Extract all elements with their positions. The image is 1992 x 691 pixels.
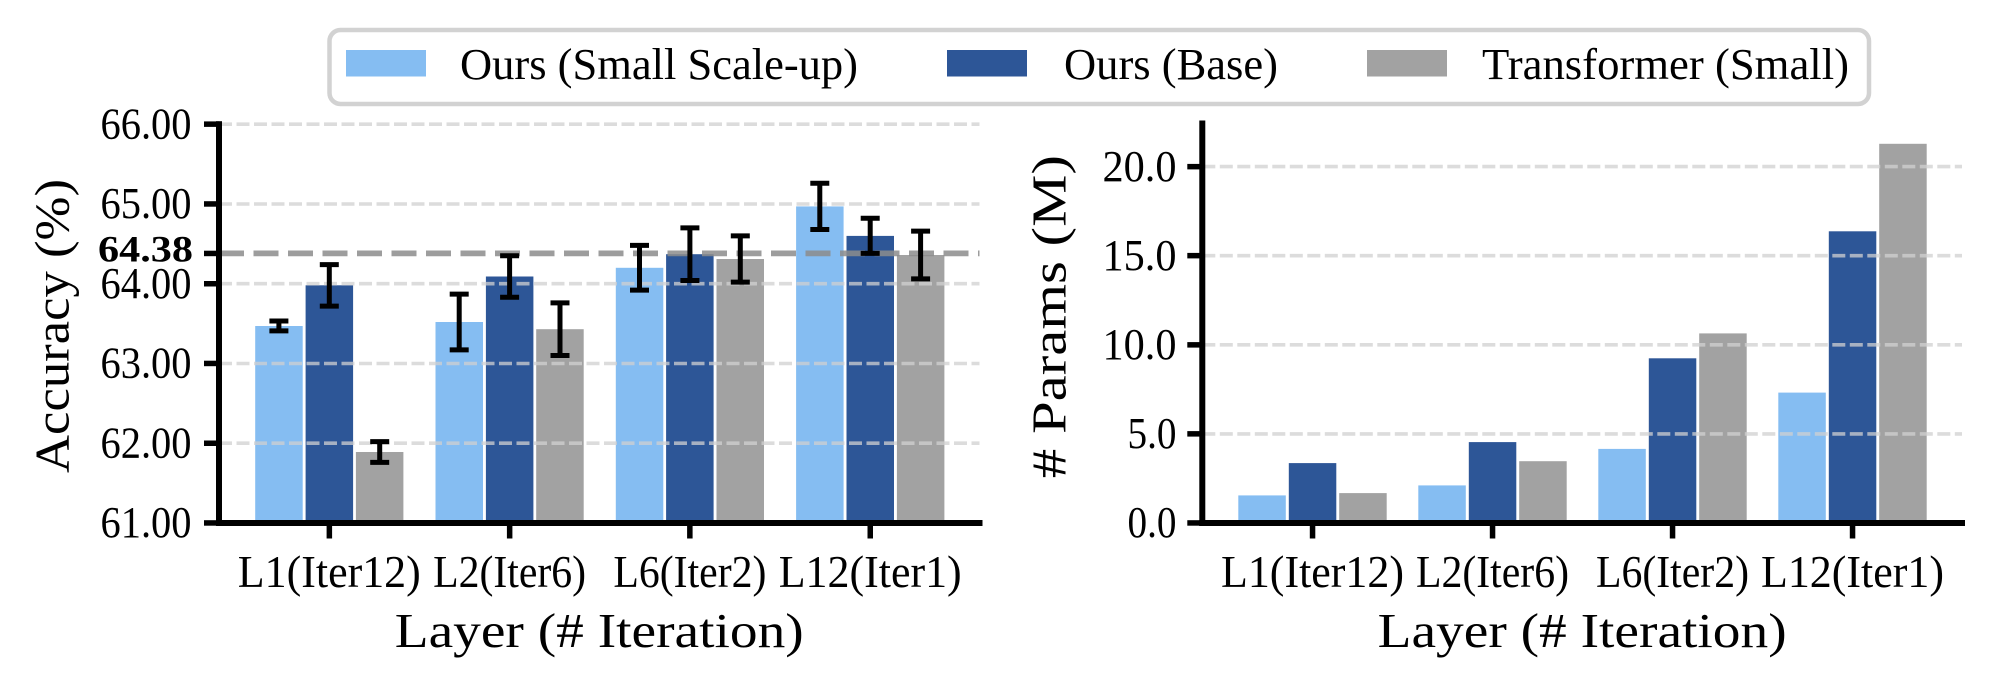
svg-text:10.0: 10.0 [1103,320,1177,369]
svg-text:Transformer (Small): Transformer (Small) [1482,40,1849,89]
svg-text:L12(Iter1): L12(Iter1) [779,546,962,597]
svg-text:# Params (M): # Params (M) [1022,155,1077,478]
svg-text:Accuracy (%): Accuracy (%) [25,179,80,473]
svg-text:0.0: 0.0 [1128,498,1177,547]
svg-text:65.00: 65.00 [101,179,192,228]
svg-text:L12(Iter1): L12(Iter1) [1761,546,1944,597]
svg-text:L6(Iter2): L6(Iter2) [613,546,766,597]
svg-text:66.00: 66.00 [101,99,192,148]
svg-text:63.00: 63.00 [101,339,192,388]
svg-text:L6(Iter2): L6(Iter2) [1596,546,1749,597]
svg-text:15.0: 15.0 [1103,231,1177,280]
svg-text:L1(Iter12): L1(Iter12) [238,546,421,597]
svg-text:64.00: 64.00 [101,259,192,308]
svg-text:64.38: 64.38 [98,230,193,271]
svg-text:61.00: 61.00 [101,498,192,547]
svg-text:Layer (# Iteration): Layer (# Iteration) [1378,603,1787,658]
svg-text:62.00: 62.00 [101,418,192,467]
svg-text:20.0: 20.0 [1103,142,1177,191]
svg-text:L1(Iter12): L1(Iter12) [1221,546,1404,597]
svg-text:Layer (# Iteration): Layer (# Iteration) [395,603,804,658]
svg-text:L2(Iter6): L2(Iter6) [1416,546,1569,597]
svg-text:5.0: 5.0 [1128,409,1177,458]
svg-text:L2(Iter6): L2(Iter6) [433,546,586,597]
svg-text:Ours (Small Scale-up): Ours (Small Scale-up) [460,40,858,89]
svg-text:Ours (Base): Ours (Base) [1064,40,1278,89]
